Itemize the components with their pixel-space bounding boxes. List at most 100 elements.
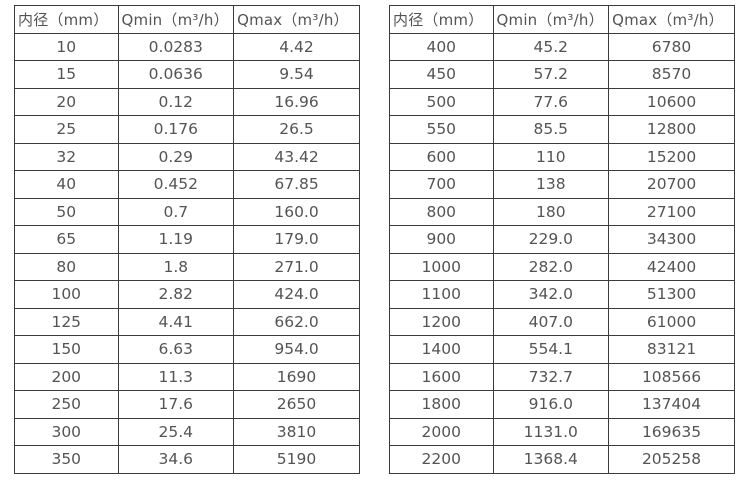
table-cell: 160.0 <box>233 197 360 226</box>
table-cell: 8570 <box>608 60 735 89</box>
table-cell: 137404 <box>608 390 735 419</box>
table-cell: 80 <box>14 252 119 281</box>
table-row: 550 85.5 12800 <box>389 115 735 144</box>
table-row: 2200 1368.4 205258 <box>389 445 735 474</box>
table-cell: 138 <box>492 170 610 199</box>
flow-table-left: 内径（mm） Qmin（m³/h） Qmax（m³/h） 10 0.0283 4.42 1… <box>14 5 360 474</box>
table-cell: 10 <box>14 32 119 61</box>
column-header: Qmax（m³/h） <box>233 5 360 34</box>
table-row: 500 77.6 10600 <box>389 87 735 116</box>
table-row: 400 45.2 6780 <box>389 32 735 61</box>
table-cell: 2000 <box>389 417 494 446</box>
table-cell: 1000 <box>389 252 494 281</box>
table-cell: 179.0 <box>233 225 360 254</box>
table-cell: 271.0 <box>233 252 360 281</box>
table-cell: 205258 <box>608 445 735 474</box>
table-cell: 57.2 <box>492 60 610 89</box>
table-cell: 77.6 <box>492 87 610 116</box>
table-row: 20 0.12 16.96 <box>14 87 360 116</box>
table-cell: 0.452 <box>117 170 235 199</box>
table-cell: 3810 <box>233 417 360 446</box>
table-cell: 10600 <box>608 87 735 116</box>
table-cell: 9.54 <box>233 60 360 89</box>
table-cell: 15200 <box>608 142 735 171</box>
table-cell: 282.0 <box>492 252 610 281</box>
table-cell: 1600 <box>389 362 494 391</box>
table-cell: 407.0 <box>492 307 610 336</box>
table-cell: 16.96 <box>233 87 360 116</box>
table-cell: 300 <box>14 417 119 446</box>
table-cell: 550 <box>389 115 494 144</box>
table-row: 125 4.41 662.0 <box>14 307 360 336</box>
table-row: 80 1.8 271.0 <box>14 252 360 281</box>
table-cell: 100 <box>14 280 119 309</box>
table-row: 1400 554.1 83121 <box>389 335 735 364</box>
table-cell: 26.5 <box>233 115 360 144</box>
table-cell: 1.8 <box>117 252 235 281</box>
table-cell: 32 <box>14 142 119 171</box>
table-cell: 2.82 <box>117 280 235 309</box>
table-cell: 4.41 <box>117 307 235 336</box>
table-cell: 662.0 <box>233 307 360 336</box>
table-row: 1000 282.0 42400 <box>389 252 735 281</box>
table-cell: 83121 <box>608 335 735 364</box>
table-cell: 61000 <box>608 307 735 336</box>
table-cell: 65 <box>14 225 119 254</box>
table-cell: 169635 <box>608 417 735 446</box>
table-cell: 25 <box>14 115 119 144</box>
table-cell: 0.7 <box>117 197 235 226</box>
table-cell: 200 <box>14 362 119 391</box>
table-row: 700 138 20700 <box>389 170 735 199</box>
table-cell: 0.0283 <box>117 32 235 61</box>
table-cell: 1800 <box>389 390 494 419</box>
table-cell: 400 <box>389 32 494 61</box>
column-header: 内径（mm） <box>14 5 119 34</box>
table-row: 32 0.29 43.42 <box>14 142 360 171</box>
table-cell: 25.4 <box>117 417 235 446</box>
table-cell: 42400 <box>608 252 735 281</box>
table-cell: 600 <box>389 142 494 171</box>
table-cell: 250 <box>14 390 119 419</box>
table-cell: 17.6 <box>117 390 235 419</box>
table-cell: 67.85 <box>233 170 360 199</box>
table-cell: 0.29 <box>117 142 235 171</box>
table-cell: 1100 <box>389 280 494 309</box>
table-cell: 1690 <box>233 362 360 391</box>
table-cell: 51300 <box>608 280 735 309</box>
table-cell: 916.0 <box>492 390 610 419</box>
table-cell: 6.63 <box>117 335 235 364</box>
column-header: 内径（mm） <box>389 5 494 34</box>
table-row: 65 1.19 179.0 <box>14 225 360 254</box>
table-cell: 2650 <box>233 390 360 419</box>
table-row: 900 229.0 34300 <box>389 225 735 254</box>
table-row: 250 17.6 2650 <box>14 390 360 419</box>
table-cell: 20700 <box>608 170 735 199</box>
table-cell: 0.12 <box>117 87 235 116</box>
table-row: 25 0.176 26.5 <box>14 115 360 144</box>
table-row: 1600 732.7 108566 <box>389 362 735 391</box>
table-cell: 15 <box>14 60 119 89</box>
table-cell: 108566 <box>608 362 735 391</box>
table-cell: 800 <box>389 197 494 226</box>
table-cell: 350 <box>14 445 119 474</box>
table-cell: 1368.4 <box>492 445 610 474</box>
table-row: 1800 916.0 137404 <box>389 390 735 419</box>
table-cell: 6780 <box>608 32 735 61</box>
table-cell: 50 <box>14 197 119 226</box>
table-cell: 342.0 <box>492 280 610 309</box>
table-cell: 229.0 <box>492 225 610 254</box>
table-cell: 424.0 <box>233 280 360 309</box>
table-row: 50 0.7 160.0 <box>14 197 360 226</box>
table-row: 1200 407.0 61000 <box>389 307 735 336</box>
table-cell: 110 <box>492 142 610 171</box>
table-cell: 150 <box>14 335 119 364</box>
column-header: Qmin（m³/h） <box>117 5 235 34</box>
table-cell: 85.5 <box>492 115 610 144</box>
table-row: 800 180 27100 <box>389 197 735 226</box>
table-cell: 34.6 <box>117 445 235 474</box>
table-cell: 11.3 <box>117 362 235 391</box>
column-header: Qmin（m³/h） <box>492 5 610 34</box>
table-cell: 2200 <box>389 445 494 474</box>
table-cell: 1131.0 <box>492 417 610 446</box>
table-cell: 0.176 <box>117 115 235 144</box>
